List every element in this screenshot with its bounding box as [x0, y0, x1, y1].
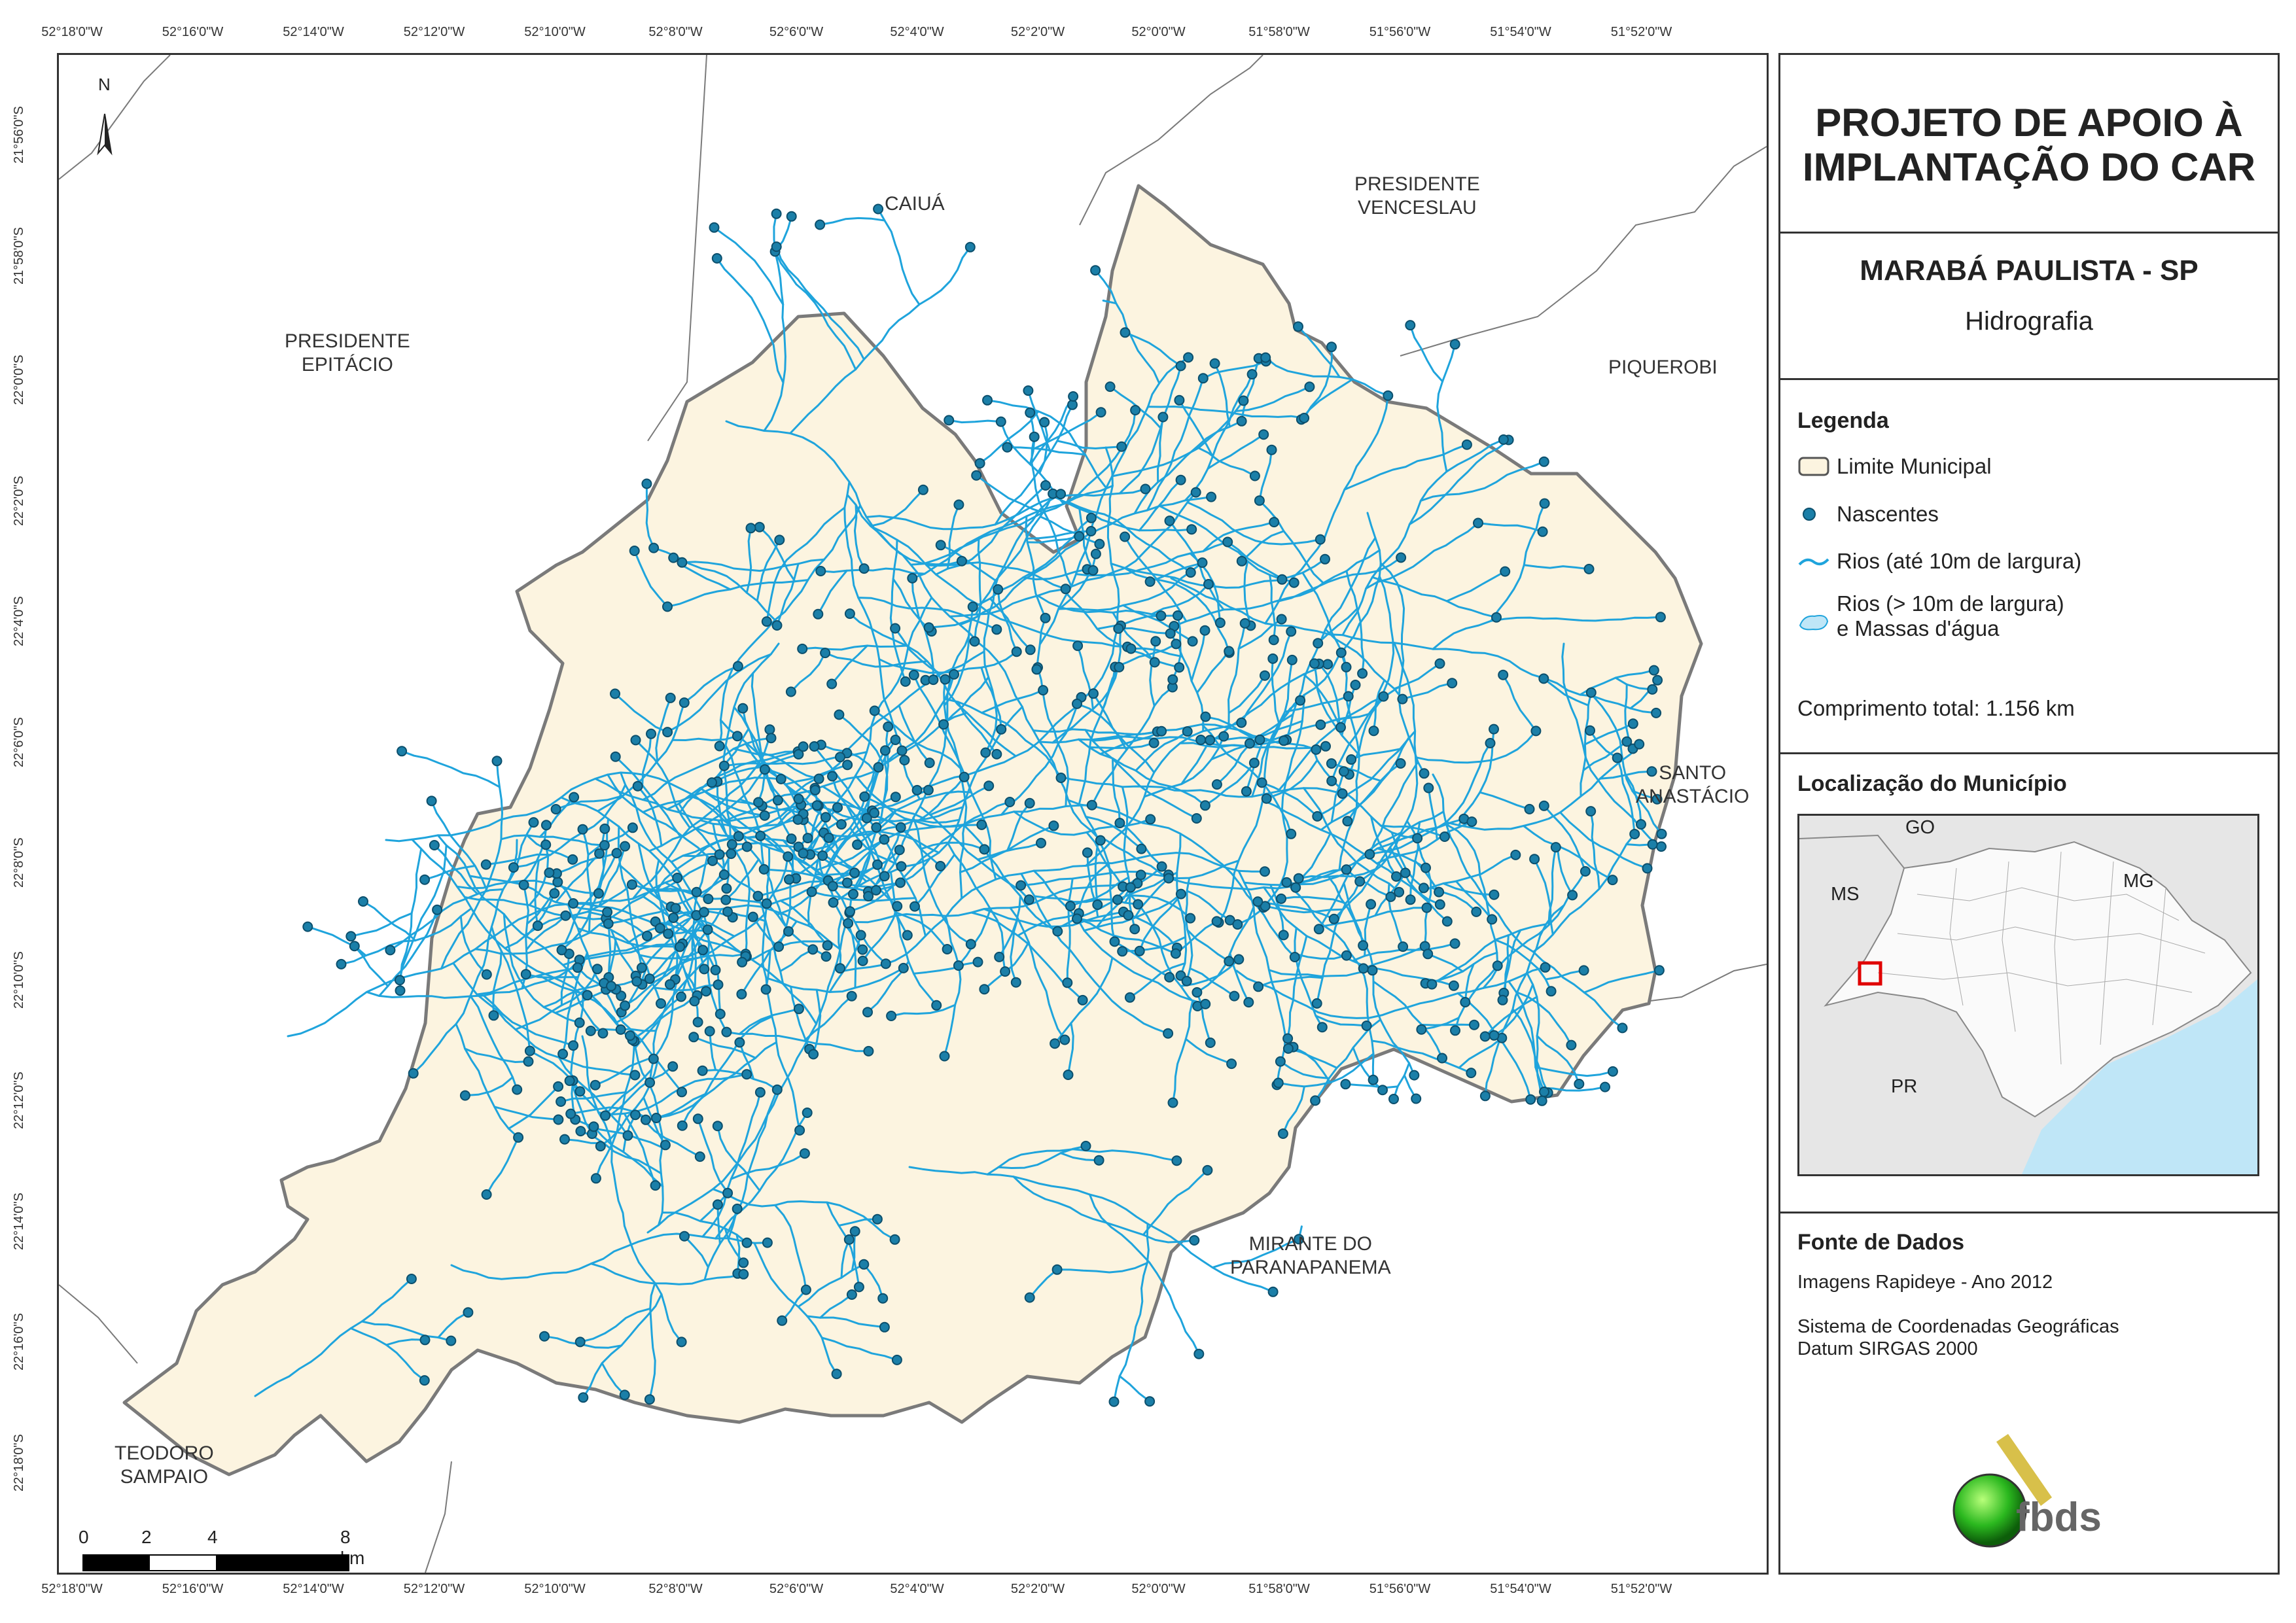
scale-label-4: 4: [207, 1527, 218, 1547]
ocean: [2022, 979, 2257, 1174]
fbds-logo: fbds: [1937, 1429, 2147, 1553]
latitude-label: 22°2'0"S: [12, 475, 26, 526]
inset-label-go: GO: [1905, 817, 1935, 838]
longitude-label: 52°0'0"W: [1131, 25, 1186, 39]
location-heading: Localização do Município: [1797, 771, 2067, 796]
legend-item-rivers-small: Rios (até 10m de largura): [1797, 549, 2081, 574]
longitude-label: 52°2'0"W: [1010, 25, 1065, 39]
longitude-label: 51°54'0"W: [1490, 1582, 1551, 1596]
source-line-3: Datum SIRGAS 2000: [1797, 1338, 1978, 1359]
scale-bar: 0 2 4 8 km: [79, 1527, 364, 1571]
north-label: N: [98, 75, 111, 94]
longitude-label: 52°8'0"W: [648, 25, 703, 39]
legend-panel: PROJETO DE APOIO À IMPLANTAÇÃO DO CAR MA…: [1778, 53, 2280, 1575]
springs-layer: [302, 203, 1667, 1407]
longitude-label: 52°2'0"W: [1010, 1582, 1065, 1596]
neighbor-teodoro-sampaio: TEODORO SAMPAIO: [115, 1442, 214, 1488]
longitude-label: 52°6'0"W: [769, 1582, 824, 1596]
latitude-label: 22°18'0"S: [12, 1433, 26, 1492]
longitude-label: 52°10'0"W: [524, 1582, 586, 1596]
neighbor-santo-anastacio: SANTO ANASTÁCIO: [1636, 762, 1750, 807]
latitude-label: 21°58'0"S: [12, 226, 26, 285]
inset-label-mg: MG: [2123, 871, 2154, 892]
location-inset-map: GO MS MG PR: [1797, 814, 2259, 1176]
river-line-icon: [1798, 558, 1829, 566]
longitude-label: 52°6'0"W: [769, 25, 824, 39]
neighbor-caiua: CAIUÁ: [885, 193, 945, 215]
longitude-label: 52°10'0"W: [524, 25, 586, 39]
map-canvas: [59, 55, 1767, 1573]
spring-dot-icon: [1803, 508, 1816, 521]
neighbor-piquerobi: PIQUEROBI: [1608, 357, 1718, 378]
longitude-label: 52°4'0"W: [890, 1582, 944, 1596]
legend-item-boundary: Limite Municipal: [1797, 454, 1992, 479]
map-theme: Hidrografia: [1965, 307, 2093, 336]
legend-heading: Legenda: [1797, 408, 1889, 433]
neighbor-presidente-epitacio: PRESIDENTE EPITÁCIO: [285, 330, 410, 375]
latitude-label: 22°12'0"S: [12, 1072, 26, 1129]
neighbor-mirante-do-paranapanema: MIRANTE DO PARANAPANEMA: [1230, 1233, 1391, 1278]
latitude-label: 22°14'0"S: [12, 1192, 26, 1250]
inset-map-svg: [1799, 816, 2257, 1174]
longitude-label: 51°52'0"W: [1610, 1582, 1672, 1596]
longitude-label: 51°58'0"W: [1248, 25, 1310, 39]
water-body-icon: [1799, 615, 1829, 631]
longitude-label: 51°54'0"W: [1490, 25, 1551, 39]
longitude-label: 51°56'0"W: [1369, 1582, 1431, 1596]
longitude-label: 52°12'0"W: [403, 25, 465, 39]
longitude-label: 51°52'0"W: [1610, 25, 1672, 39]
latitude-label: 22°6'0"S: [12, 716, 26, 767]
latitude-label: 22°4'0"S: [12, 596, 26, 646]
longitude-label: 52°12'0"W: [403, 1582, 465, 1596]
latitude-label: 22°16'0"S: [12, 1313, 26, 1370]
logo-mark-icon: [1952, 1434, 2052, 1548]
municipality-name: MARABÁ PAULISTA - SP: [1860, 254, 2199, 287]
latitude-label: 21°56'0"S: [12, 106, 26, 164]
latitude-label: 22°0'0"S: [12, 355, 26, 405]
longitude-label: 52°16'0"W: [162, 1582, 224, 1596]
total-length: Comprimento total: 1.156 km: [1797, 696, 2075, 720]
latitude-label: 22°8'0"S: [12, 837, 26, 888]
scale-label-0: 0: [79, 1527, 89, 1547]
longitude-label: 52°4'0"W: [890, 25, 944, 39]
boundary-swatch-icon: [1798, 457, 1829, 476]
longitude-label: 52°16'0"W: [162, 25, 224, 39]
legend-item-springs: Nascentes: [1797, 502, 1939, 527]
project-title: PROJETO DE APOIO À IMPLANTAÇÃO DO CAR: [1802, 101, 2256, 189]
map-frame: N CAIUÁ PRESIDENTE VENCESLAU PRESIDENTE EP…: [57, 53, 1769, 1575]
municipal-grid: [1877, 851, 2206, 1065]
municipality-locator: [1858, 961, 1882, 986]
source-line-1: Imagens Rapideye - Ano 2012: [1797, 1272, 2053, 1293]
longitude-label: 52°0'0"W: [1131, 1582, 1186, 1596]
logo-text: fbds: [2016, 1495, 2102, 1540]
latitude-label: 22°10'0"S: [12, 951, 26, 1009]
longitude-label: 52°14'0"W: [283, 25, 344, 39]
north-arrow: [97, 113, 113, 156]
neighbor-presidente-venceslau: PRESIDENTE VENCESLAU: [1354, 173, 1480, 218]
scale-label-2: 2: [141, 1527, 152, 1547]
longitude-label: 52°14'0"W: [283, 1582, 344, 1596]
inset-label-pr: PR: [1891, 1076, 1918, 1097]
longitude-label: 52°18'0"W: [41, 1582, 103, 1596]
sources-heading: Fonte de Dados: [1797, 1230, 1965, 1255]
longitude-label: 51°56'0"W: [1369, 25, 1431, 39]
neighbor-borders: [59, 55, 1767, 1573]
longitude-label: 52°18'0"W: [41, 25, 103, 39]
inset-label-ms: MS: [1831, 884, 1860, 905]
source-line-2: Sistema de Coordenadas Geográficas: [1797, 1316, 2119, 1337]
legend-item-water-bodies: Rios (> 10m de largura) e Massas d'água: [1797, 591, 2064, 641]
rivers-layer: [254, 208, 1663, 1403]
longitude-label: 52°8'0"W: [648, 1582, 703, 1596]
longitude-label: 51°58'0"W: [1248, 1582, 1310, 1596]
